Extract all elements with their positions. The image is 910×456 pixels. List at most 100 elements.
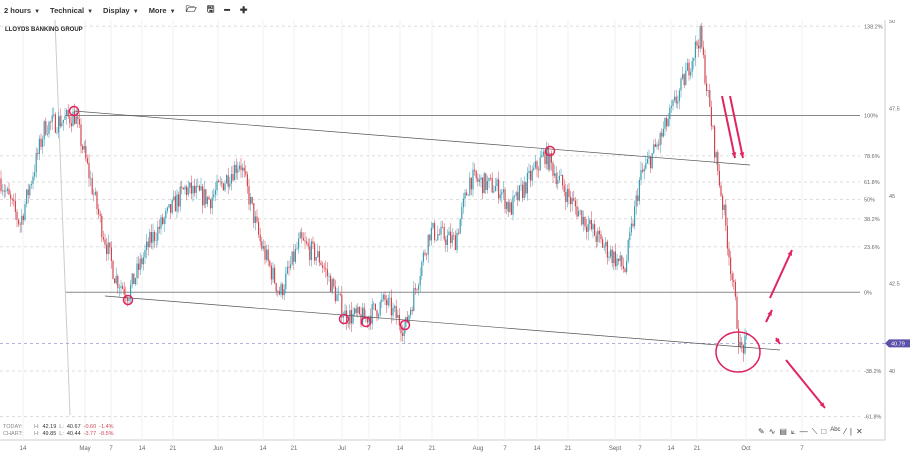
candle-body xyxy=(437,234,439,240)
candle-body xyxy=(486,180,488,190)
candle-body xyxy=(600,234,602,240)
candle-body xyxy=(376,310,378,317)
candle-body xyxy=(576,206,578,217)
time-tick-label: 14 xyxy=(260,446,267,452)
zoom-in-icon[interactable]: ✚ xyxy=(239,4,248,15)
up-arrow-head xyxy=(787,250,792,256)
candle-body xyxy=(78,119,80,125)
candle-body xyxy=(187,187,189,195)
separator: | xyxy=(849,427,852,436)
chart-stats: CHART: H: 49.85 L: 40.44 -3.77 -8.5% xyxy=(3,431,117,438)
lower-trendline xyxy=(104,295,781,351)
candle-body xyxy=(139,258,141,271)
candle-body xyxy=(395,306,397,318)
fibonacci-icon[interactable]: ▤ xyxy=(779,427,787,436)
horizontal-line-icon[interactable]: — xyxy=(799,427,808,436)
candle-body xyxy=(539,157,541,171)
close-icon[interactable]: ✕ xyxy=(855,427,863,436)
candle-body xyxy=(448,231,450,236)
candles xyxy=(0,22,748,362)
pivot-circle xyxy=(68,105,80,117)
candle-body xyxy=(634,206,636,227)
candle-body xyxy=(696,41,698,46)
fib-level-label: 0% xyxy=(864,290,872,296)
candle-body xyxy=(232,174,234,181)
candle-body xyxy=(318,251,320,263)
more-dropdown[interactable]: More ▼ xyxy=(149,6,176,15)
candle-body xyxy=(616,258,618,267)
candle-body xyxy=(614,251,616,267)
candle-body xyxy=(168,204,170,208)
candle-body xyxy=(310,241,312,261)
line-icon[interactable]: ⁄ xyxy=(844,427,846,436)
candle-body xyxy=(408,315,410,323)
candle-body xyxy=(334,286,336,302)
candle-body xyxy=(298,238,300,249)
upper-trendline xyxy=(73,110,751,166)
candle-body xyxy=(21,215,23,225)
candle-body xyxy=(277,290,279,292)
rectangle-icon[interactable]: □ xyxy=(821,427,827,436)
candle-body xyxy=(690,71,692,76)
candle-body xyxy=(128,298,130,302)
candle-body xyxy=(328,276,330,277)
price-chart[interactable]: 14 May 7 14 21 Jun 14 21 Jul 7 14 21 Aug 7 14 21 Sept 7 14… xyxy=(0,20,910,456)
candle-body xyxy=(176,194,178,212)
candle-body xyxy=(74,111,76,124)
candle-body xyxy=(336,294,338,302)
text-icon[interactable]: Abc xyxy=(830,427,841,433)
candle-body xyxy=(163,218,165,224)
candle-body xyxy=(520,184,522,186)
save-icon[interactable]: 🖫 xyxy=(206,4,215,14)
today-high: 42.19 xyxy=(42,424,57,430)
zoom-out-icon[interactable]: ━ xyxy=(224,4,230,15)
instrument-title: LLOYDS BANKING GROUP xyxy=(5,27,83,33)
trendline-icon[interactable]: ⟍ xyxy=(811,427,818,436)
candle-body xyxy=(462,198,464,208)
candle-body xyxy=(590,219,592,230)
candle-body xyxy=(264,246,266,260)
candle-body xyxy=(254,216,256,223)
candle-body xyxy=(222,183,224,191)
candle-body xyxy=(694,41,696,59)
display-dropdown[interactable]: Display ▼ xyxy=(103,6,139,15)
candle-body xyxy=(477,178,479,182)
candle-body xyxy=(699,26,701,49)
candle-body xyxy=(250,197,252,205)
candle-body xyxy=(286,266,288,274)
candle-body xyxy=(59,116,61,127)
candle-body xyxy=(155,240,157,242)
candle-body xyxy=(678,90,680,102)
target-ellipse xyxy=(715,331,761,373)
pencil-icon[interactable]: ✎ xyxy=(758,427,765,436)
candle-body xyxy=(16,211,18,220)
candle-body xyxy=(651,153,653,169)
candle-body xyxy=(726,225,728,249)
candle-body xyxy=(440,226,442,235)
candle-body xyxy=(698,45,700,49)
time-tick-label: 21 xyxy=(429,446,436,452)
interval-dropdown[interactable]: 2 hours ▼ xyxy=(4,6,40,15)
time-tick-label: 7 xyxy=(503,446,507,452)
curve-icon[interactable]: ∿ xyxy=(768,427,776,436)
candle-body xyxy=(2,190,4,192)
open-folder-icon[interactable]: 🗁 xyxy=(185,4,197,14)
candle-body xyxy=(483,173,485,194)
candle-body xyxy=(707,90,709,91)
candle-body xyxy=(138,263,140,271)
candle-body xyxy=(94,191,96,195)
l-label: L: xyxy=(59,431,64,437)
candle-body xyxy=(624,268,626,272)
candle-body xyxy=(341,294,343,318)
candle-body xyxy=(683,74,685,86)
candle-body xyxy=(626,261,628,272)
fan-icon[interactable]: ⟀ xyxy=(790,427,796,436)
price-tick-label: 45 xyxy=(889,194,895,200)
candle-body xyxy=(426,254,428,256)
candle-body xyxy=(478,179,480,182)
technical-dropdown[interactable]: Technical ▼ xyxy=(50,6,93,15)
candle-body xyxy=(549,153,551,170)
candle-body xyxy=(416,289,418,291)
candle-body xyxy=(394,306,396,308)
candle-body xyxy=(11,198,13,200)
